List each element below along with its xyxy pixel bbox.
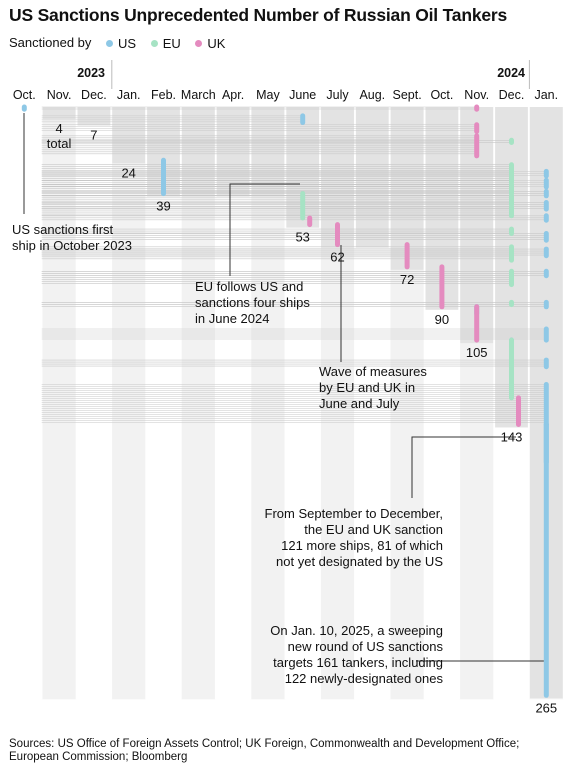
month-label: Oct. [430,88,453,102]
month-separator [354,107,356,700]
total-label: 7 [90,128,97,143]
annotation-leader-line [411,436,516,498]
total-label: total [47,136,72,151]
legend-item-eu: EU [150,36,181,51]
legend: Sanctioned by US EU UK [9,35,225,51]
legend-item-uk: UK [195,36,225,51]
year-label: 2023 [77,66,105,80]
annotation-line: in June 2024 [195,311,270,326]
total-label: 72 [400,272,414,287]
legend-swatch-uk [195,40,203,47]
annotation-line: by EU and UK in [319,380,416,395]
annotation-eu-follows: EU follows US and sanctions four ships in … [195,279,310,327]
chart-title: US Sanctions Unprecedented Number of Rus… [9,5,508,25]
month-column-bg [250,107,286,700]
total-label: 39 [156,199,170,214]
annotation-line: Wave of measures [319,364,427,379]
month-separator [423,107,426,700]
month-label: June [289,88,316,102]
month-separator [493,107,495,700]
month-label: Nov. [47,88,72,102]
month-label: Feb. [151,88,176,102]
month-label: May [256,88,280,102]
annotation-sept-dec: From September to December, the EU and UK… [265,506,443,570]
annotation-line: 121 more ships, 81 of which [281,538,443,553]
month-label: Oct. [13,88,36,102]
month-separator [284,107,287,700]
chart-labels: Oct. Nov. Dec. Jan. Feb. March Apr. May June July… [13,60,558,715]
month-label: Nov. [464,88,489,102]
total-label: 24 [121,165,135,180]
legend-text-eu: EU [162,36,181,51]
legend-text-uk: UK [207,36,226,51]
month-label: Apr. [222,88,244,102]
total-label: 90 [435,312,449,327]
legend-swatch-eu [150,40,158,47]
month-label: Aug. [359,88,385,102]
annotation-line: 122 newly-designated ones [284,671,443,686]
month-total-block [355,107,389,248]
month-label: Dec. [499,88,525,102]
month-separator [388,107,391,700]
annotation-line: US sanctions first [12,222,114,237]
annotation-line: From September to December, [264,506,443,521]
total-label: 105 [466,345,488,360]
month-column-bg [180,107,216,700]
annotation-wave: Wave of measures by EU and UK in June and … [319,364,427,412]
sanction-bars [21,104,549,698]
month-column-bg [111,107,147,700]
annotation-line: the EU and UK sanction [304,522,443,537]
month-separator [249,107,252,700]
legend-swatch-us [106,40,114,47]
year-label: 2024 [497,66,525,80]
month-separator [319,107,321,700]
annotation-jan-2025: On Jan. 10, 2025, a sweeping new round of… [270,623,443,687]
legend-text-us: US [118,36,137,51]
annotation-line: ship in October 2023 [12,238,132,253]
month-label: Sept. [393,88,422,102]
annotation-first-ship: US sanctions first ship in October 2023 [12,222,132,254]
month-separator [110,107,113,700]
annotation-line: June and July [319,396,400,411]
total-label: 265 [535,700,557,715]
month-separator [180,107,182,700]
month-separator [214,107,217,700]
month-separator [458,107,461,700]
annotation-line: EU follows US and [195,279,304,294]
month-separator [75,107,78,700]
annotation-leader-line [229,183,300,276]
source-note: Sources: US Office of Foreign Assets Con… [9,738,520,763]
annotation-line: On Jan. 10, 2025, a sweeping [270,623,443,638]
annotation-line: sanctions four ships [195,295,310,310]
month-column-bg [41,107,77,700]
month-label: Dec. [81,88,107,102]
total-label: 143 [501,429,523,444]
annotation-line: not yet designated by the US [276,554,443,569]
annotation-line: targets 161 tankers, including [273,655,443,670]
month-total-block [42,107,76,119]
total-label: 62 [330,250,344,265]
month-separator [528,107,530,700]
month-label: Jan. [117,88,141,102]
annotation-line: new round of US sanctions [287,639,443,654]
total-label: 53 [295,230,309,245]
month-label: July [326,88,349,102]
legend-label: Sanctioned by [9,35,92,50]
month-separator [145,107,147,700]
month-label: Jan. [534,88,558,102]
month-separator [562,107,565,700]
total-label: 4 [55,121,62,136]
month-total-block [112,107,146,164]
legend-item-us: US [106,36,136,51]
month-total-block [77,107,111,126]
month-separator [40,107,43,700]
month-label: March [181,88,216,102]
annotation-connectors [23,113,544,662]
